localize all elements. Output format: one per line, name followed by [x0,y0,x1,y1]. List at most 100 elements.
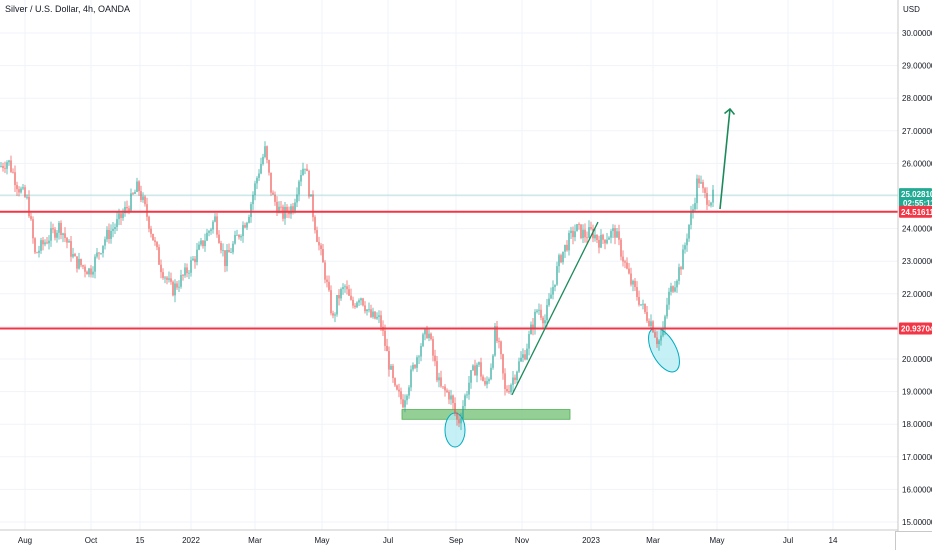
candle-body [108,229,110,239]
candle-body [446,390,448,392]
candle-body [428,333,430,339]
candle-body [586,237,588,239]
candle-body [152,233,154,241]
y-tick-label: 20.00000 [902,355,932,364]
candle-body [90,268,92,275]
candle-body [346,286,348,290]
candle-body [688,224,690,239]
candle-body [270,172,272,193]
y-tick-label: 22.00000 [902,290,932,299]
candle-body [532,324,534,329]
candle-body [284,206,286,219]
candle-body [216,216,218,235]
candle-body [54,229,56,238]
y-tick-label: 16.00000 [902,485,932,494]
candle-body [162,272,164,278]
candle-body [710,202,712,206]
candle-body [92,271,94,275]
candle-body [176,283,178,288]
candle-body [312,194,314,218]
candle-body [598,239,600,248]
candle-body [684,245,686,250]
candle-body [66,237,68,243]
candle-body [80,258,82,266]
last-price-value: 25.02810 [901,190,932,199]
candle-body [218,234,220,244]
candle-body [104,239,106,246]
candle-body [644,303,646,313]
trend-line[interactable] [511,221,599,396]
candle-body [302,168,304,176]
axis-corner [895,531,932,550]
upper-level-value: 24.51611 [901,208,932,217]
candle-body [408,387,410,396]
candle-body [286,206,288,213]
candle-body [468,382,470,395]
candle-body [314,217,316,231]
candle-body [416,357,418,368]
candle-body [506,388,508,392]
candle-body [318,241,320,246]
y-tick-label: 15.00000 [902,518,932,527]
candle-body [674,287,676,292]
candle-body [18,189,20,193]
candle-body [524,354,526,360]
candle-body [412,364,414,370]
y-tick-label: 18.00000 [902,420,932,429]
y-tick-label: 23.00000 [902,257,932,266]
candle-body [432,339,434,356]
candle-body [340,289,342,299]
candle-body [562,251,564,263]
candle-body [394,378,396,386]
candle-body [228,250,230,253]
candle-body [212,221,214,230]
candle-body [476,364,478,376]
candle-body [198,244,200,250]
candle-body [448,391,450,400]
y-tick-label: 19.00000 [902,388,932,397]
candle-body [588,227,590,238]
candle-body [528,334,530,349]
candle-body [146,204,148,217]
candle-body [348,289,350,296]
candle-body [366,309,368,312]
candle-body [494,326,496,356]
candle-body [478,362,480,365]
candle-body [190,260,192,273]
candle-body [238,234,240,238]
highlight-ellipse-retest [648,327,680,373]
candle-body [566,244,568,251]
candle-body [550,294,552,299]
candle-body [482,376,484,382]
candle-body [354,305,356,308]
candle-body [300,175,302,182]
candle-body [552,287,554,295]
candle-body [400,391,402,400]
candle-body [230,252,232,254]
candle-body [700,182,702,184]
candle-body [472,365,474,371]
y-tick-label: 28.00000 [902,94,932,103]
projection-arrow[interactable] [719,107,736,210]
candle-body [380,315,382,327]
candle-body [276,201,278,213]
candle-body [102,245,104,254]
candle-body [202,240,204,247]
candle-body [226,250,228,267]
candle-body [20,188,22,193]
candle-body [258,173,260,178]
candle-body [576,224,578,232]
candle-body [268,160,270,173]
candle-body [194,258,196,263]
candle-body [330,290,332,314]
candle-body [206,232,208,241]
lower-level-value: 20.93704 [901,324,932,333]
candle-body [138,181,140,192]
candle-body [376,316,378,319]
candle-body [288,212,290,215]
candle-body [214,216,216,222]
candle-body [4,167,6,169]
candle-body [606,239,608,244]
